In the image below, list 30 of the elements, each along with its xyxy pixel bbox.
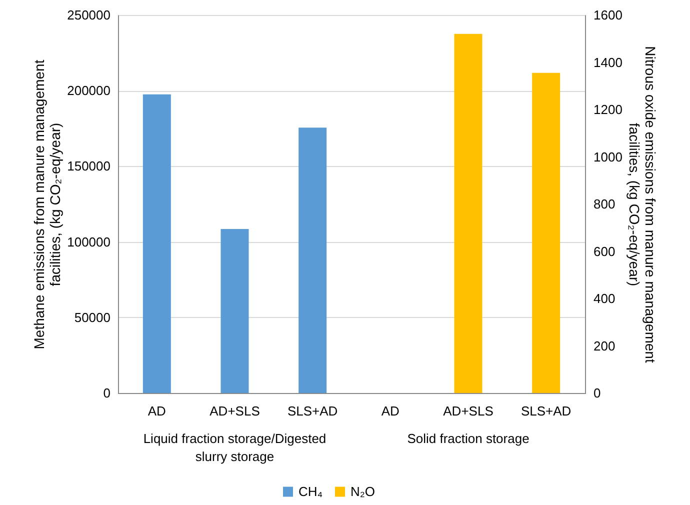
- y2-tick-label: 1200: [594, 102, 622, 117]
- x-tick-label: AD: [148, 404, 166, 418]
- y2-tick-label: 800: [594, 196, 616, 212]
- y2-tick-label: 600: [594, 244, 616, 259]
- x-tick-label: AD+SLS: [443, 404, 494, 418]
- bar: [220, 228, 249, 393]
- x-tick-label: SLS+AD: [287, 404, 338, 418]
- y-tick-label: 250000: [67, 8, 110, 22]
- y-tick-label: 100000: [67, 234, 110, 250]
- y-tick-label: 50000: [74, 310, 110, 325]
- legend-label: N₂O: [350, 484, 376, 499]
- legend-label: CH₄: [298, 484, 323, 499]
- y2-tick-label: 0: [594, 386, 601, 400]
- bar: [298, 128, 327, 393]
- y2-tick-label: 1000: [594, 149, 622, 164]
- y-axis-title: Methane emissions from manure management facilities, (kg CO₂-eq/year): [31, 60, 64, 350]
- y2-tick-label: 200: [594, 338, 616, 354]
- y-tick-label: 200000: [67, 83, 110, 98]
- y2-tick-label: 1400: [594, 54, 622, 70]
- y2-tick-label: 400: [594, 291, 616, 306]
- y-tick-label: 0: [103, 386, 110, 400]
- y-tick-label: 150000: [67, 158, 110, 174]
- x-tick-label: AD+SLS: [210, 404, 260, 418]
- x-tick-label: SLS+AD: [520, 404, 572, 418]
- text: Liquid fraction storage/Digested slurry storage: [143, 431, 326, 464]
- bar: [142, 94, 171, 393]
- text: Solid fraction storage: [407, 431, 530, 446]
- y2-tick-label: 1600: [594, 8, 622, 22]
- y2-axis-title: Nitrous oxide emissions from manure management facilities, (kg CO₂-eq/year): [626, 46, 658, 363]
- x-tick-label: AD: [381, 404, 400, 418]
